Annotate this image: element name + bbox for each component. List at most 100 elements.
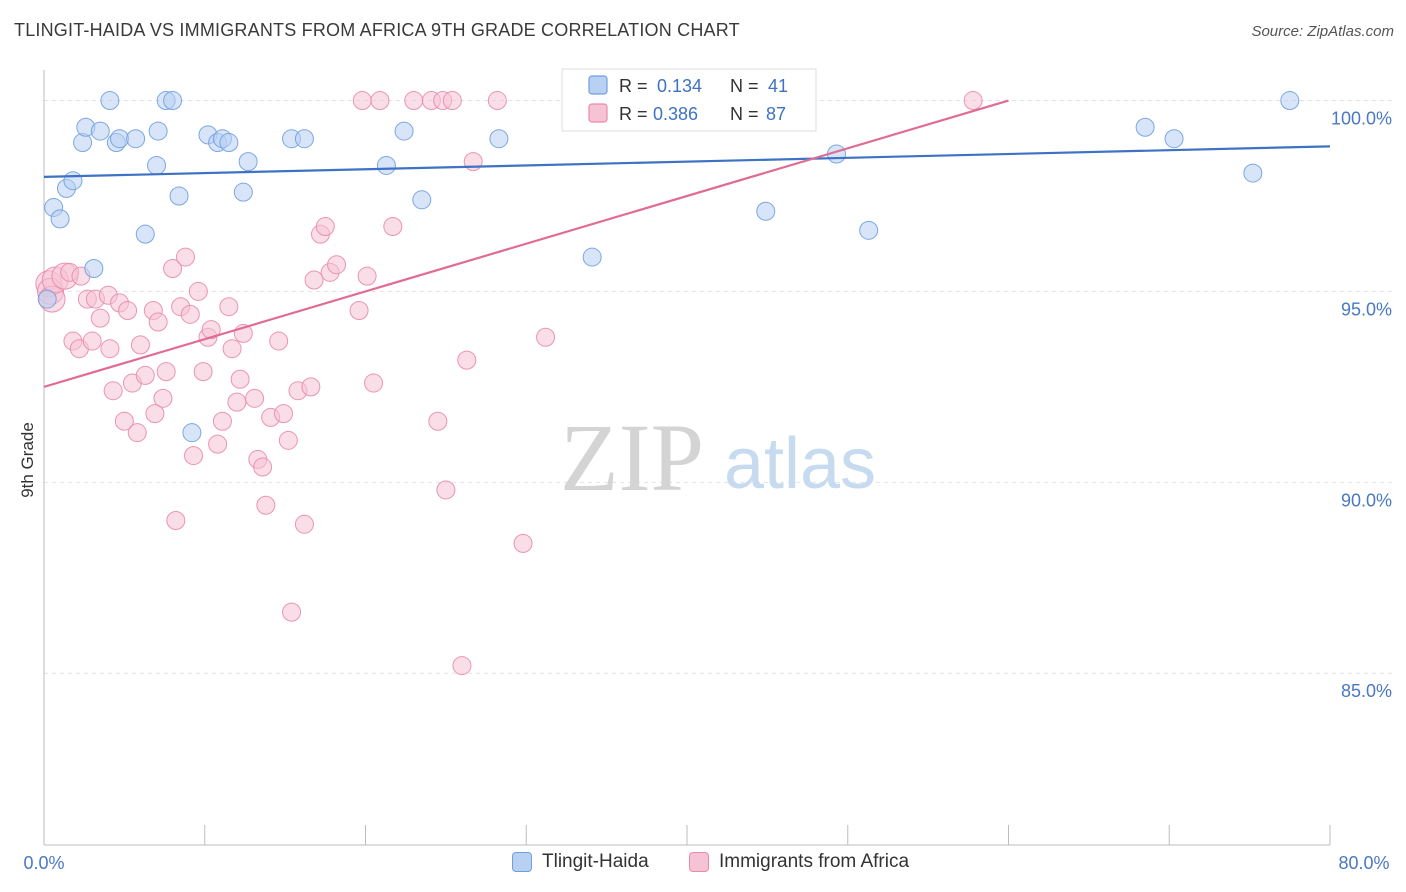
point-immigrants-from-africa-26 <box>153 388 173 408</box>
stats-swatch-immigrants-from-africa <box>588 103 608 123</box>
legend-item-tlingit-haida[interactable]: Tlingit-Haida <box>512 851 649 873</box>
point-immigrants-from-africa-28 <box>163 259 183 279</box>
point-tlingit-haida-35 <box>756 201 776 221</box>
point-tlingit-haida-4 <box>63 171 83 191</box>
point-immigrants-from-africa-47 <box>253 457 273 477</box>
chart-title: TLINGIT-HAIDA VS IMMIGRANTS FROM AFRICA … <box>14 20 740 40</box>
stats-r-label-0: R = <box>619 76 648 96</box>
stats-r-value-0: 0.134 <box>657 76 702 96</box>
source-label: Source: ZipAtlas.com <box>1251 23 1394 40</box>
point-tlingit-haida-23 <box>219 133 239 153</box>
point-immigrants-from-africa-15 <box>103 381 123 401</box>
point-tlingit-haida-12 <box>126 129 146 149</box>
point-tlingit-haida-11 <box>110 129 130 149</box>
x-axis-ticks <box>204 825 1331 845</box>
point-immigrants-from-africa-41 <box>222 339 242 359</box>
stats-n-value-0: 41 <box>768 76 788 96</box>
y-tick-label-95: 95.0% <box>1341 299 1392 319</box>
point-immigrants-from-africa-77 <box>487 91 507 111</box>
y-axis-tick-labels: 85.0% 90.0% 95.0% 100.0% <box>1331 109 1392 702</box>
x-tick-label-max: 80.0% <box>1338 853 1389 873</box>
stats-n-label-1: N = <box>730 104 759 124</box>
point-tlingit-haida-17 <box>163 91 183 111</box>
point-immigrants-from-africa-74 <box>452 656 472 676</box>
point-immigrants-from-africa-10 <box>82 331 102 351</box>
point-immigrants-from-africa-75 <box>457 350 477 370</box>
point-immigrants-from-africa-14 <box>100 339 120 359</box>
point-immigrants-from-africa-66 <box>370 91 390 111</box>
legend-swatch-immigrants-from-africa <box>689 852 709 872</box>
y-tick-label-90: 90.0% <box>1341 490 1392 510</box>
watermark-atlas: atlas <box>724 424 876 504</box>
point-immigrants-from-africa-17 <box>114 411 134 431</box>
legend-label-immigrants-from-africa: Immigrants from Africa <box>719 851 910 872</box>
series-immigrants-from-africa-points <box>35 91 983 676</box>
point-immigrants-from-africa-39 <box>212 411 232 431</box>
point-tlingit-haida-41 <box>1280 91 1300 111</box>
point-immigrants-from-africa-79 <box>536 327 556 347</box>
trend-line-immigrants-from-africa <box>43 99 1009 388</box>
point-immigrants-from-africa-38 <box>208 434 228 454</box>
point-tlingit-haida-25 <box>238 152 258 172</box>
stats-box: R = 0.134 N = 41 R = 0.386 N = 87 <box>561 68 817 132</box>
point-immigrants-from-africa-50 <box>269 331 289 351</box>
point-tlingit-haida-40 <box>1243 163 1263 183</box>
point-tlingit-haida-15 <box>148 121 168 141</box>
point-immigrants-from-africa-64 <box>357 266 377 286</box>
stats-n-label-0: N = <box>730 76 759 96</box>
point-immigrants-from-africa-86 <box>963 91 983 111</box>
legend-swatch-tlingit-haida <box>512 852 532 872</box>
point-immigrants-from-africa-27 <box>156 362 176 382</box>
point-immigrants-from-africa-68 <box>404 91 424 111</box>
stats-n-value-1: 87 <box>766 104 786 124</box>
point-immigrants-from-africa-43 <box>230 369 250 389</box>
point-immigrants-from-africa-55 <box>294 514 314 534</box>
series-tlingit-haida-points <box>37 91 1300 443</box>
point-immigrants-from-africa-78 <box>513 533 533 553</box>
point-tlingit-haida-39 <box>1164 129 1184 149</box>
point-immigrants-from-africa-34 <box>188 281 208 301</box>
point-immigrants-from-africa-59 <box>315 217 335 237</box>
point-tlingit-haida-38 <box>1135 117 1155 137</box>
point-immigrants-from-africa-56 <box>301 377 321 397</box>
point-immigrants-from-africa-31 <box>175 247 195 267</box>
stats-r-label-1: R = <box>619 104 648 124</box>
point-immigrants-from-africa-29 <box>166 510 186 530</box>
gridlines <box>44 100 1392 674</box>
point-tlingit-haida-24 <box>233 182 253 202</box>
stats-r-value-1: 0.386 <box>653 104 698 124</box>
point-immigrants-from-africa-45 <box>245 388 265 408</box>
point-immigrants-from-africa-32 <box>180 304 200 324</box>
point-immigrants-from-africa-62 <box>349 301 369 321</box>
point-immigrants-from-africa-21 <box>130 335 150 355</box>
y-tick-label-85: 85.0% <box>1341 681 1392 701</box>
trend-line-tlingit-haida <box>43 145 1331 178</box>
point-immigrants-from-africa-73 <box>442 91 462 111</box>
point-immigrants-from-africa-53 <box>282 602 302 622</box>
point-immigrants-from-africa-25 <box>148 312 168 332</box>
point-tlingit-haida-0 <box>37 289 57 309</box>
point-tlingit-haida-14 <box>147 155 167 175</box>
point-tlingit-haida-18 <box>169 186 189 206</box>
point-immigrants-from-africa-24 <box>145 404 165 424</box>
point-immigrants-from-africa-52 <box>278 430 298 450</box>
stats-swatch-tlingit-haida <box>588 75 608 95</box>
point-immigrants-from-africa-48 <box>256 495 276 515</box>
point-tlingit-haida-28 <box>376 155 396 175</box>
y-tick-label-100: 100.0% <box>1331 109 1392 129</box>
point-immigrants-from-africa-63 <box>352 91 372 111</box>
point-immigrants-from-africa-72 <box>436 480 456 500</box>
point-tlingit-haida-37 <box>859 220 879 240</box>
point-immigrants-from-africa-20 <box>127 423 147 443</box>
point-tlingit-haida-29 <box>394 121 414 141</box>
point-immigrants-from-africa-35 <box>193 362 213 382</box>
point-immigrants-from-africa-61 <box>327 255 347 275</box>
point-immigrants-from-africa-18 <box>118 301 138 321</box>
watermark: ZIP atlas <box>560 404 876 511</box>
point-immigrants-from-africa-42 <box>227 392 247 412</box>
point-tlingit-haida-2 <box>50 209 70 229</box>
legend-item-immigrants-from-africa[interactable]: Immigrants from Africa <box>689 851 909 873</box>
x-tick-label-min: 0.0% <box>23 853 64 873</box>
point-tlingit-haida-8 <box>90 121 110 141</box>
